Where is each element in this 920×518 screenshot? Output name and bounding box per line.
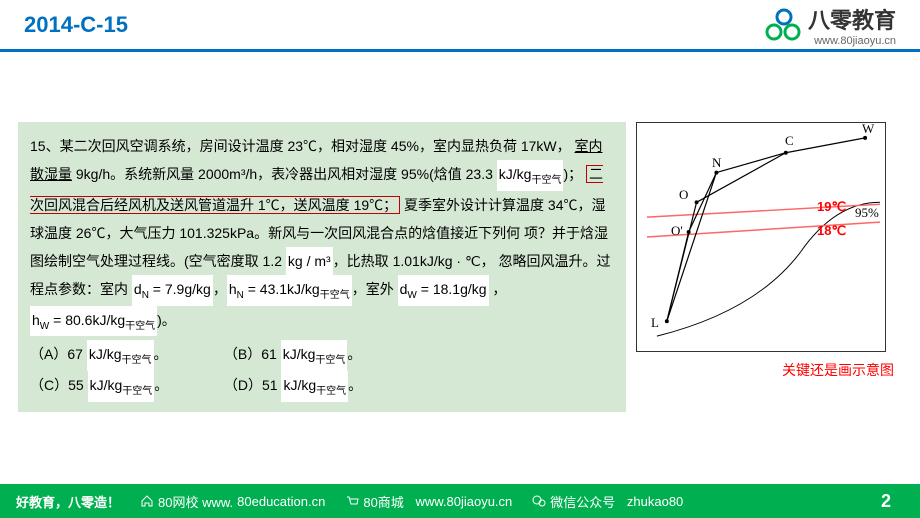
q-line2c: )；: [563, 166, 582, 182]
home-icon: [140, 494, 154, 508]
lbl-l: L: [651, 315, 659, 331]
footer: 好教育，八零造！ 80网校 www.80education.cn 80商城 ww…: [0, 484, 920, 518]
header: 2014-C-15 八零教育 www.80jiaoyu.cn: [0, 0, 920, 52]
question-box: 15、某二次回风空调系统，房间设计温度 23℃，相对湿度 45%，室内显热负荷 …: [18, 122, 626, 412]
footer-school: 80网校 www.80education.cn: [140, 492, 325, 511]
brand-url: www.80jiaoyu.cn: [814, 35, 896, 47]
q-c2: ，室外: [352, 281, 398, 297]
q-line5b: ，比热取 1.01kJ/kg · ℃，: [333, 253, 495, 269]
psychrometric-diagram: N C W O O' L 19℃ 18℃ 95%: [636, 122, 886, 352]
cart-icon: [345, 494, 359, 508]
hw-patch: hW = 80.6kJ/kg干空气: [30, 306, 157, 337]
diagram-caption: 关键还是画示意图: [636, 360, 902, 380]
footer-mall: 80商城 www.80jiaoyu.cn: [345, 492, 512, 511]
hn-patch: hN = 43.1kJ/kg干空气: [227, 275, 352, 306]
opt-b: （B）61 kJ/kg干空气。: [224, 340, 414, 371]
options: （A）67 kJ/kg干空气。 （B）61 kJ/kg干空气。 （C）55 kJ…: [30, 340, 614, 402]
q-line2b: 9kg/h。系统新风量 2000m³/h，表冷器出风相对湿度 95%(焓值 23…: [72, 166, 497, 182]
lbl-n: N: [712, 155, 721, 171]
q-line7b: )。: [157, 312, 176, 328]
lbl-19c: 19℃: [817, 199, 846, 215]
lbl-op: O': [671, 223, 683, 239]
opt-c: （C）55 kJ/kg干空气。: [30, 371, 220, 402]
logo-area: 八零教育 www.80jiaoyu.cn: [762, 3, 896, 47]
dens-patch: kg / m³: [286, 247, 333, 275]
dw-patch: dW = 18.1g/kg: [398, 275, 489, 306]
dn-patch: dN = 7.9g/kg: [132, 275, 213, 306]
lbl-o: O: [679, 187, 688, 203]
logo-icon: [762, 7, 802, 43]
slide-title: 2014-C-15: [24, 12, 128, 38]
opt-d: （D）51 kJ/kg干空气。: [224, 371, 414, 402]
q-line1: 15、某二次回风空调系统，房间设计温度 23℃，相对湿度 45%，室内显热负荷 …: [30, 138, 571, 154]
wechat-icon: [532, 494, 546, 508]
content: 15、某二次回风空调系统，房间设计温度 23℃，相对湿度 45%，室内显热负荷 …: [18, 122, 902, 412]
lbl-95: 95%: [855, 205, 879, 221]
unit-patch1: kJ/kg干空气: [497, 160, 564, 191]
page-number: 2: [868, 491, 904, 512]
lbl-w: W: [862, 121, 874, 137]
footer-slogan: 好教育，八零造！: [16, 492, 120, 511]
footer-wechat: 微信公众号 zhukao80: [532, 492, 683, 511]
brand-name: 八零教育: [808, 3, 896, 35]
lbl-c: C: [785, 133, 794, 149]
q-c1: ，: [213, 281, 227, 297]
diagram-area: N C W O O' L 19℃ 18℃ 95% 关键还是画示意图: [636, 122, 902, 412]
q-c3: ，: [489, 281, 507, 297]
q-line3b: 夏季室外设计计算温度: [400, 197, 544, 213]
opt-a: （A）67 kJ/kg干空气。: [30, 340, 220, 371]
lbl-18c: 18℃: [817, 223, 846, 239]
